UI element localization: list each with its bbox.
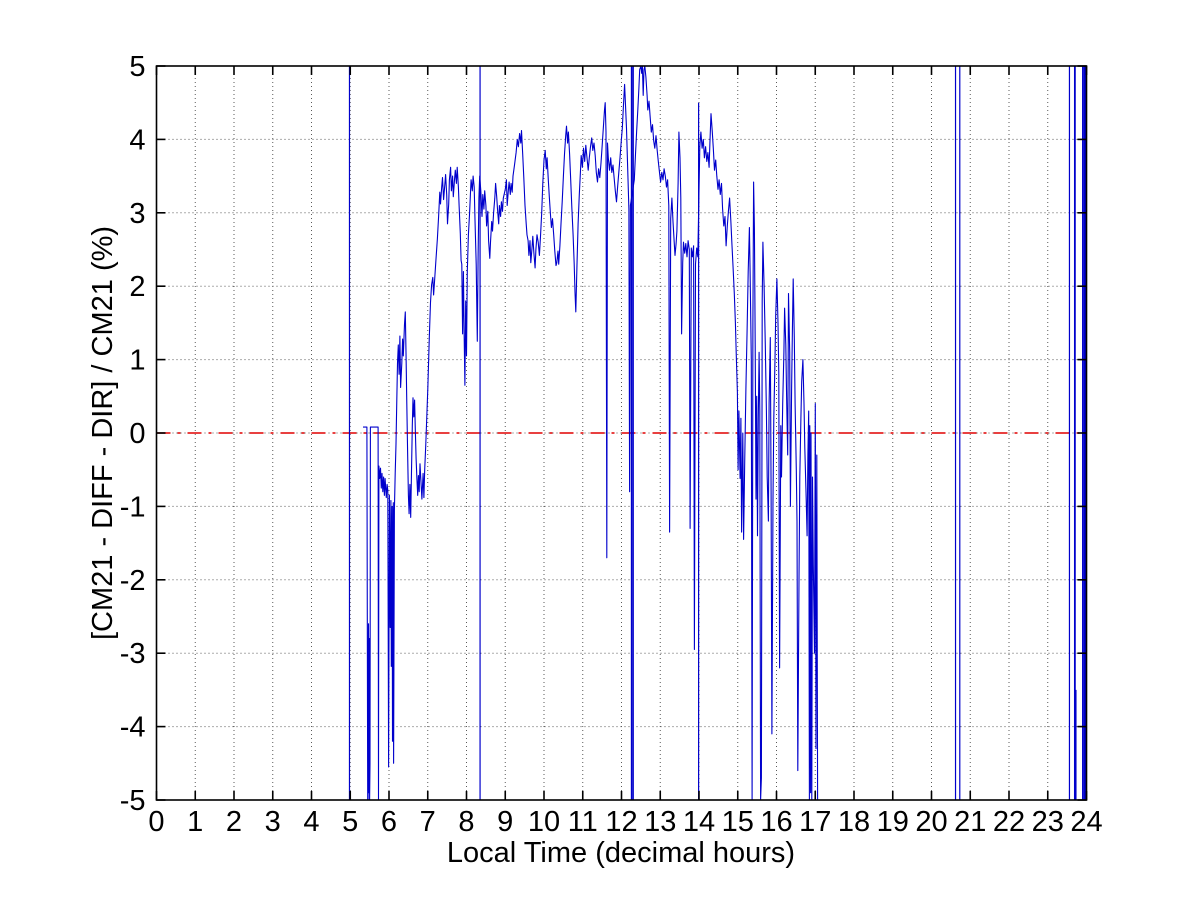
x-tick-label: 7: [420, 806, 436, 838]
x-tick-label: 9: [497, 806, 513, 838]
y-tick-label: 1: [129, 345, 145, 377]
axis-ticks: [155, 65, 1088, 801]
x-tick-label: 11: [568, 806, 598, 838]
y-tick-label: -5: [120, 785, 146, 817]
x-tick-label: 2: [226, 806, 242, 838]
y-tick-label: -1: [120, 491, 146, 523]
x-tick-label: 3: [265, 806, 281, 838]
y-tick-label: 2: [129, 271, 145, 303]
x-tick-label: 14: [683, 806, 715, 838]
x-tick-label: 12: [605, 806, 637, 838]
x-tick-label: 16: [760, 806, 792, 838]
x-tick-label: 15: [722, 806, 754, 838]
x-tick-label: 22: [993, 806, 1025, 838]
x-tick-label: 5: [342, 806, 358, 838]
x-tick-label: 10: [528, 806, 560, 838]
y-tick-label: -4: [120, 712, 146, 744]
x-tick-label: 21: [954, 806, 986, 838]
x-tick-label: 20: [915, 806, 947, 838]
x-tick-label: 18: [838, 806, 870, 838]
x-tick-label: 8: [458, 806, 474, 838]
y-tick-label: 0: [129, 418, 145, 450]
y-tick-label: -2: [120, 565, 146, 597]
x-tick-label: 23: [1032, 806, 1064, 838]
x-tick-label: 17: [799, 806, 831, 838]
x-tick-label: 19: [877, 806, 909, 838]
y-axis-label: [CM21 - DIFF - DIR] / CM21 (%): [87, 226, 119, 640]
x-tick-label: 4: [303, 806, 319, 838]
x-tick-label: 0: [148, 806, 164, 838]
y-tick-label: 4: [129, 124, 145, 156]
data-curve: [363, 65, 819, 801]
x-tick-label: 13: [644, 806, 676, 838]
y-tick-label: 3: [129, 198, 145, 230]
x-tick-label: 24: [1070, 806, 1102, 838]
y-tick-label: 5: [129, 51, 145, 83]
x-axis-label: Local Time (decimal hours): [447, 837, 795, 869]
x-tick-label: 1: [187, 806, 203, 838]
tick-labels: 0 1 2 3 4 5 6 7 8 9 10 11 12 13 14 15 16 17 18 19 20 21 22 23 24…: [120, 51, 1103, 838]
y-tick-label: -3: [120, 638, 146, 670]
x-tick-label: 6: [381, 806, 397, 838]
